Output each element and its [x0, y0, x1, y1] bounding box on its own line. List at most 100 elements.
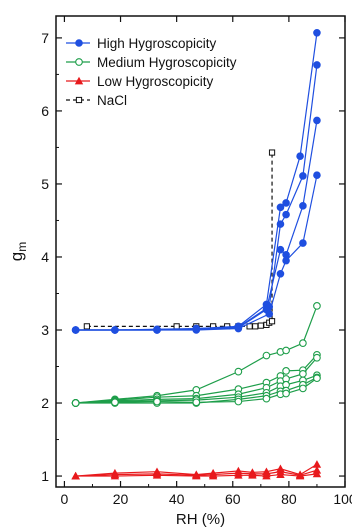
data-point	[299, 202, 307, 210]
data-point	[153, 326, 161, 334]
plot-frame	[55, 15, 346, 488]
data-point	[71, 471, 80, 480]
data-point	[262, 471, 271, 480]
data-point	[276, 220, 285, 228]
legend-item-0: High Hygroscopicity	[66, 36, 217, 51]
data-point	[262, 351, 271, 360]
data-point	[313, 374, 321, 383]
data-point	[282, 256, 290, 265]
y-tick-label: 5	[41, 176, 49, 192]
data-point	[313, 171, 321, 179]
legend: High Hygroscopicity Medium Hygroscopicity…	[66, 36, 237, 108]
y-axis-label: gm	[7, 242, 29, 261]
data-point	[312, 460, 322, 468]
y-axis-label-subscript: m	[15, 242, 29, 252]
data-point	[282, 389, 290, 398]
y-tick-label: 1	[41, 468, 49, 484]
x-tick-label: 60	[225, 491, 241, 507]
data-point	[153, 397, 161, 406]
x-tick-label: 20	[113, 491, 129, 507]
data-point	[313, 116, 321, 125]
series-line-6	[75, 357, 318, 404]
series-line-4	[75, 305, 318, 404]
data-point	[282, 210, 290, 219]
data-point	[252, 323, 259, 330]
data-point	[111, 398, 119, 407]
data-point	[299, 239, 307, 247]
data-point	[111, 326, 119, 334]
legend-item-2: Low Hygroscopicity	[66, 74, 214, 89]
data-point	[299, 384, 307, 393]
data-point	[234, 471, 243, 479]
series-line-3	[75, 175, 318, 331]
x-axis-label: RH (%)	[176, 511, 225, 528]
data-point	[234, 324, 243, 333]
data-point	[282, 199, 290, 207]
series-line-7	[75, 374, 318, 404]
data-point	[299, 339, 307, 347]
legend-label: NaCl	[97, 93, 127, 108]
legend-item-3: NaCl	[66, 93, 127, 108]
data-point	[208, 471, 218, 480]
plot-marks	[71, 28, 322, 480]
series-line-9	[75, 377, 318, 404]
legend-marker	[74, 76, 84, 85]
legend-marker	[75, 39, 83, 47]
data-point	[296, 152, 304, 161]
x-tick-label: 100	[333, 491, 352, 507]
data-point	[276, 470, 285, 478]
data-point	[192, 471, 201, 480]
data-point	[71, 326, 80, 334]
data-point	[234, 397, 243, 406]
data-point	[265, 310, 274, 318]
legend-marker	[75, 58, 83, 66]
x-tick-label: 80	[281, 491, 297, 507]
data-point	[110, 471, 120, 480]
series-3	[71, 171, 321, 334]
series-line-13	[86, 152, 273, 327]
data-point	[268, 149, 276, 156]
data-point	[276, 203, 285, 212]
data-point	[276, 269, 285, 278]
legend-label: Medium Hygroscopicity	[97, 55, 237, 70]
data-point	[234, 367, 243, 376]
data-point	[299, 172, 307, 180]
data-point	[71, 399, 80, 407]
data-point	[248, 471, 257, 479]
y-tick-label: 3	[41, 322, 49, 338]
series-line-8	[75, 376, 318, 404]
data-point	[83, 323, 90, 330]
data-point	[262, 394, 271, 403]
legend-marker	[75, 96, 83, 104]
legend-label: Low Hygroscopicity	[97, 74, 214, 89]
data-point	[312, 469, 322, 478]
data-point	[313, 61, 321, 69]
y-tick-label: 7	[41, 30, 49, 46]
data-point	[276, 245, 285, 254]
data-point	[313, 353, 321, 362]
y-tick-label: 6	[41, 103, 49, 119]
data-point	[282, 346, 290, 355]
y-axis-label-main: g	[7, 252, 26, 261]
data-point	[282, 367, 290, 375]
series-line-5	[75, 354, 318, 404]
y-tick-label: 4	[41, 249, 49, 265]
axis-ticks: 0 20 40 60 80 100 1 2 3 4 5 6 7	[41, 16, 352, 507]
data-point	[295, 471, 305, 480]
series-12	[71, 469, 322, 480]
data-point	[173, 323, 180, 330]
data-point	[313, 28, 321, 37]
data-point	[257, 322, 264, 329]
legend-item-1: Medium Hygroscopicity	[66, 55, 237, 70]
series-9	[71, 374, 321, 407]
data-point	[152, 471, 162, 479]
y-tick-label: 2	[41, 395, 49, 411]
data-point	[192, 326, 201, 334]
series-13	[83, 149, 276, 330]
x-tick-label: 40	[169, 491, 185, 507]
data-point	[268, 318, 276, 325]
x-tick-label: 0	[61, 491, 69, 507]
legend-label: High Hygroscopicity	[97, 36, 217, 51]
data-point	[313, 302, 321, 310]
